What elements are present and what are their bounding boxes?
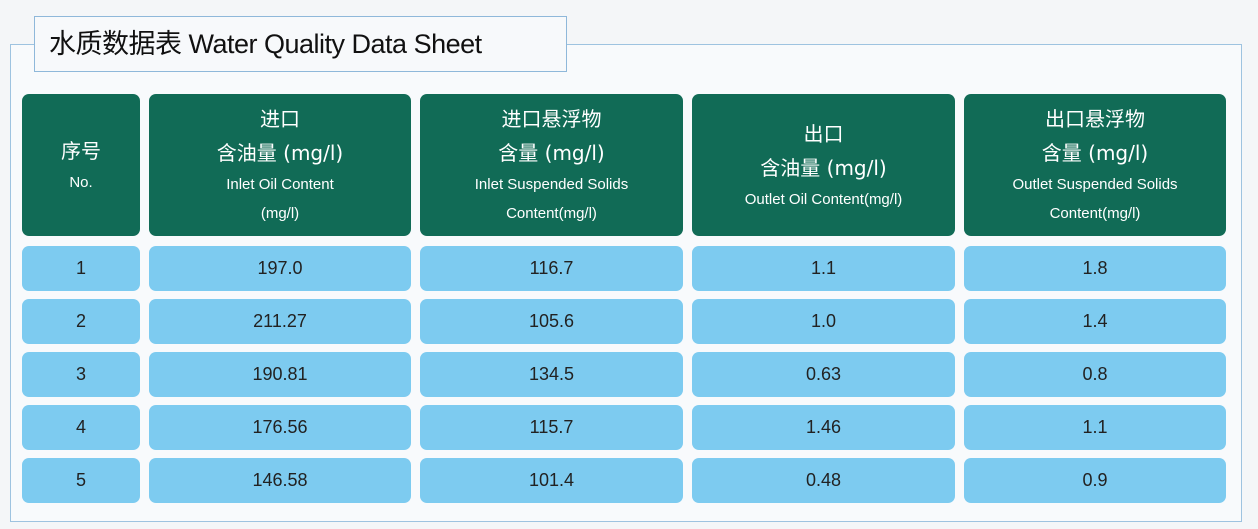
header-en2: (mg/l) [260, 205, 300, 222]
table-cell: 5 [22, 458, 140, 503]
table-cell: 1.46 [692, 405, 955, 450]
header-en1: Inlet Suspended Solids [474, 176, 629, 193]
header-en1: No. [69, 173, 93, 191]
table-cell: 1.8 [964, 246, 1226, 291]
table-cell: 1 [22, 246, 140, 291]
table-cell: 2 [22, 299, 140, 344]
header-zh1: 出口悬浮物 [1045, 107, 1145, 131]
header-zh1: 进口 [260, 107, 300, 131]
header-zh2: 含量 (mg/l) [1041, 141, 1149, 165]
table-cell: 0.63 [692, 352, 955, 397]
table-cell: 101.4 [420, 458, 683, 503]
table-cell: 0.48 [692, 458, 955, 503]
header-zh2: 含量 (mg/l) [498, 141, 605, 165]
column-header: 序号 No. [22, 94, 140, 236]
table-cell: 211.27 [149, 299, 411, 344]
table-cell: 116.7 [420, 246, 683, 291]
header-zh2: 含油量 (mg/l) [760, 155, 887, 180]
table-cell: 1.0 [692, 299, 955, 344]
table-cell: 115.7 [420, 405, 683, 450]
header-en1: Inlet Oil Content [226, 176, 334, 193]
table-cell: 190.81 [149, 352, 411, 397]
table-cell: 0.8 [964, 352, 1226, 397]
table-cell: 134.5 [420, 352, 683, 397]
header-en2: Content(mg/l) [1049, 205, 1141, 222]
column-header: 出口含油量 (mg/l) Outlet Oil Content(mg/l) [692, 94, 955, 236]
header-en1: Outlet Suspended Solids [1012, 176, 1178, 193]
page-title: 水质数据表 Water Quality Data Sheet [34, 16, 567, 72]
table-cell: 1.1 [964, 405, 1226, 450]
header-en2: Content(mg/l) [506, 205, 597, 222]
table-cell: 3 [22, 352, 140, 397]
header-en1: Outlet Oil Content(mg/l) [744, 190, 903, 208]
header-zh1: 出口 [803, 121, 844, 146]
table-cell: 1.1 [692, 246, 955, 291]
table-cell: 146.58 [149, 458, 411, 503]
header-zh1: 进口悬浮物 [501, 107, 602, 131]
column-header: 出口悬浮物含量 (mg/l) Outlet Suspended Solids Con… [964, 94, 1226, 236]
column-header: 进口悬浮物含量 (mg/l) Inlet Suspended Solids Cont… [420, 94, 683, 236]
table-cell: 176.56 [149, 405, 411, 450]
header-zh2: 含油量 (mg/l) [216, 141, 344, 165]
table-cell: 4 [22, 405, 140, 450]
table-cell: 197.0 [149, 246, 411, 291]
column-header: 进口含油量 (mg/l) Inlet Oil Content (mg/l) [149, 94, 411, 236]
table-cell: 105.6 [420, 299, 683, 344]
table-cell: 1.4 [964, 299, 1226, 344]
header-zh1: 序号 [61, 138, 101, 163]
table-cell: 0.9 [964, 458, 1226, 503]
